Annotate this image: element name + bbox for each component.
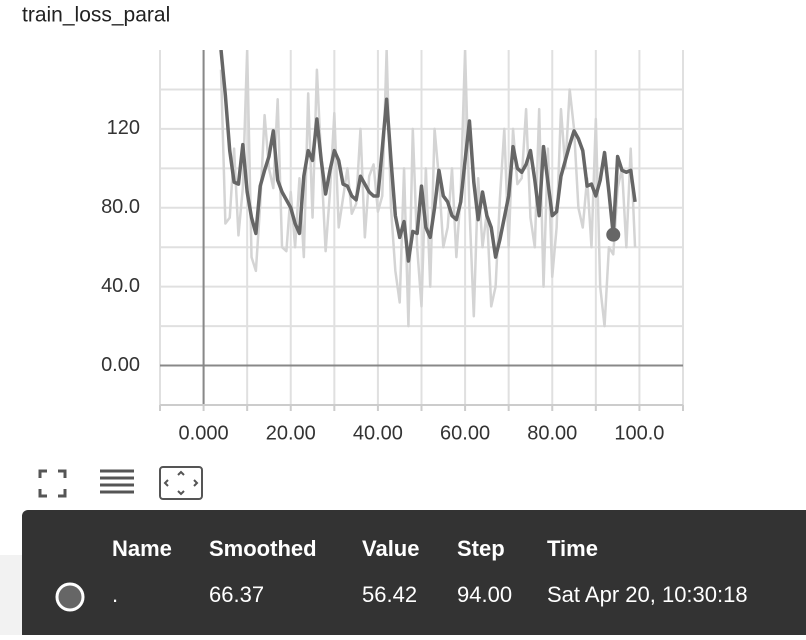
- y-tick-label: 0.00: [101, 354, 140, 376]
- x-tick-label: 80.00: [527, 422, 577, 444]
- x-tick-label: 100.0: [614, 422, 664, 444]
- x-tick-label: 20.00: [266, 422, 316, 444]
- series-line: [219, 50, 637, 263]
- series-line: [219, 50, 637, 328]
- y-tick-label: 40.0: [101, 275, 140, 297]
- tooltip-bg: [22, 510, 806, 640]
- x-tick-label: 60.00: [440, 422, 490, 444]
- plot: 0.000 20.00 40.00 60.00 80.00 100.0 0.00 40.0 80…: [101, 50, 684, 444]
- series-swatch: [55, 582, 85, 612]
- tooltip-cell: 66.37: [209, 582, 264, 607]
- tooltip-header: Name: [112, 536, 172, 561]
- y-tick-label: 80.0: [101, 196, 140, 218]
- tooltip-header: Step: [457, 536, 505, 561]
- chart-title: train_loss_paral: [22, 4, 170, 27]
- x-tick-label: 0.000: [179, 422, 229, 444]
- tooltip-cell: 94.00: [457, 582, 512, 607]
- x-tick-label: 40.00: [353, 422, 403, 444]
- hover-point: [606, 227, 621, 242]
- tooltip-cell: Sat Apr 20, 10:30:18: [547, 582, 748, 607]
- fit-domain-icon[interactable]: [159, 466, 203, 500]
- tooltip-cell: 56.42: [362, 582, 417, 607]
- tooltip-header: Value: [362, 536, 419, 561]
- y-tick-label: 120: [107, 117, 140, 139]
- tooltip: Name Smoothed Value Step Time. 66.37 56.42 94.0…: [22, 510, 806, 640]
- fullscreen-icon[interactable]: [38, 469, 67, 498]
- toggle-log-icon[interactable]: [100, 469, 134, 494]
- tooltip-header: Smoothed: [209, 536, 317, 561]
- lines: [219, 50, 637, 328]
- tooltip-header: Time: [547, 536, 598, 561]
- tooltip-cell: .: [112, 582, 118, 607]
